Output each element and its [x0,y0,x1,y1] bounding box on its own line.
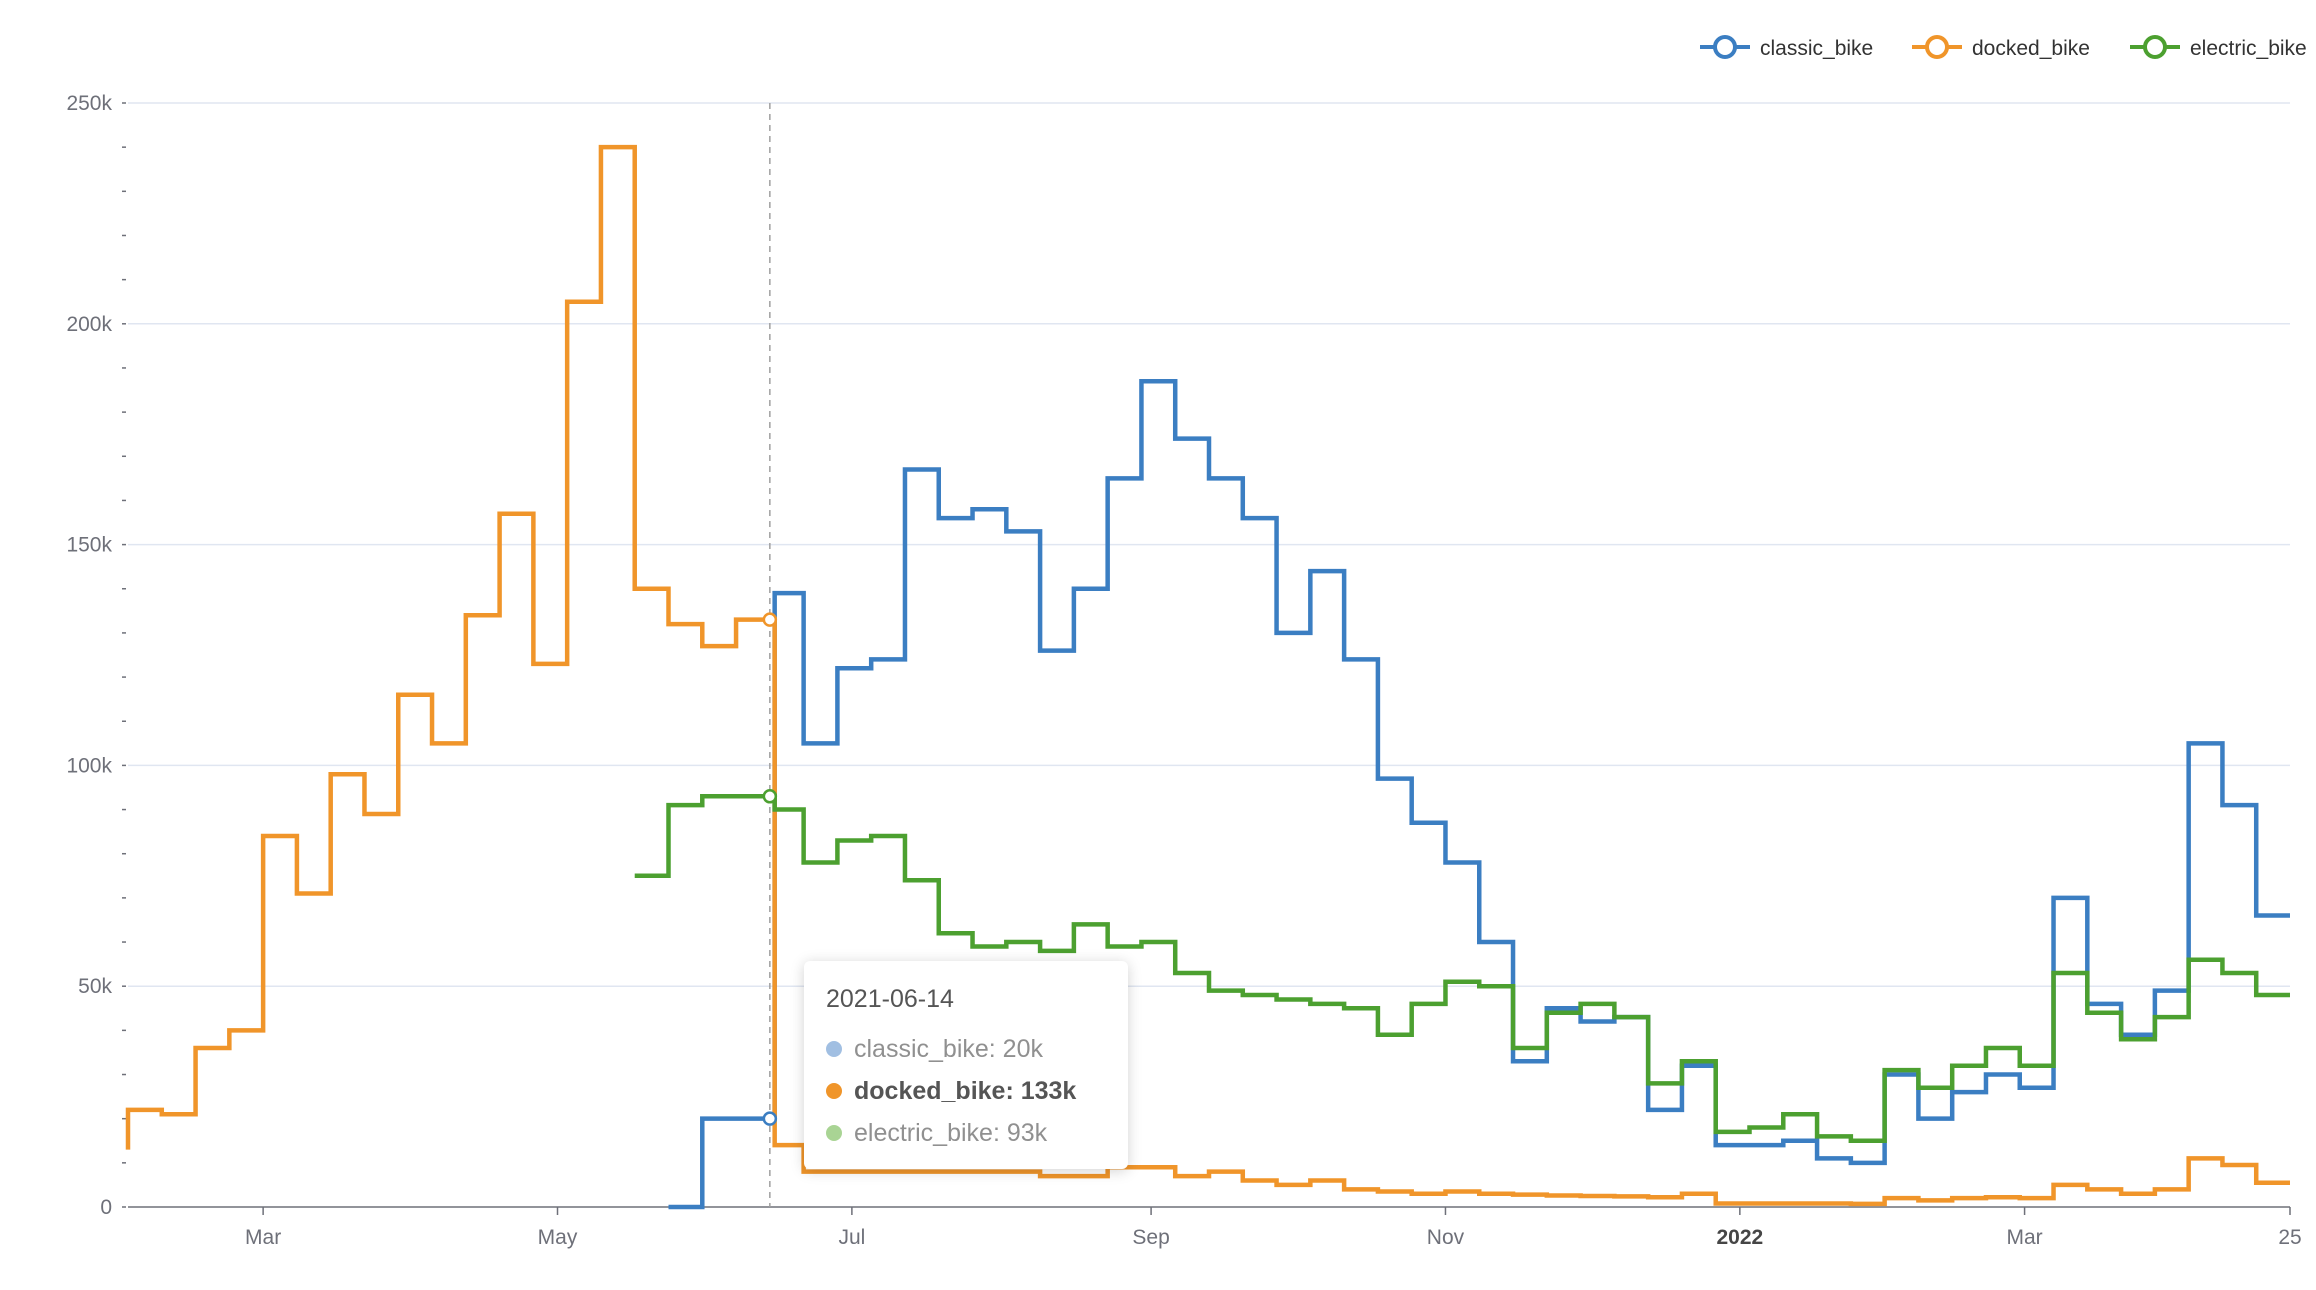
series-lines[interactable] [125,144,2291,1210]
legend-circle-icon [2143,35,2167,59]
series-line-classic-bike[interactable] [668,378,2291,1210]
legend-item-docked-bike[interactable]: docked_bike [1912,35,2090,60]
hover-marker-docked-bike [762,612,778,627]
tooltip-label-electric-bike: electric_bike: 93k [854,1118,1048,1147]
x-tick-label: Sep [1132,1226,1169,1249]
x-tick-label: 2022 [1716,1226,1763,1249]
grid-lines [128,102,2290,987]
y-tick-label: 0 [100,1196,112,1219]
x-tick-label: Mar [245,1226,281,1249]
legend-label: classic_bike [1760,37,1873,60]
tooltip: 2021-06-14 classic_bike: 20k docked_bike… [804,961,1128,1169]
y-tick-label: 150k [66,534,112,557]
series-line-docked-bike[interactable] [125,144,2290,1207]
tooltip-label-docked-bike: docked_bike: 133k [854,1076,1077,1105]
y-tick-label: 250k [66,92,112,115]
tooltip-row-electric-bike: electric_bike: 93k [826,1112,1106,1154]
tooltip-row-classic-bike: classic_bike: 20k [826,1028,1106,1070]
tooltip-title: 2021-06-14 [826,985,954,1013]
tooltip-dot-electric-bike-icon [826,1125,842,1141]
tooltip-dot-classic-bike-icon [826,1041,842,1057]
legend-label: electric_bike [2190,37,2307,60]
x-tick-label: Nov [1427,1226,1465,1249]
legend-label: docked_bike [1972,37,2090,60]
hover-markers [762,612,778,1126]
x-tick-label: May [538,1226,578,1249]
tooltip-row-docked-bike: docked_bike: 133k [826,1070,1106,1112]
y-tick-label: 50k [78,975,112,998]
series-line-electric-bike[interactable] [634,794,2290,1144]
x-tick-label: Mar [2006,1226,2042,1249]
tooltip-label-classic-bike: classic_bike: 20k [854,1034,1043,1063]
tooltip-dot-docked-bike-icon [826,1083,842,1099]
legend-circle-icon [1713,35,1737,59]
y-axis-ticks: 0 50k 100k 150k 200k 250k [66,92,126,1219]
y-tick-label: 100k [66,754,112,777]
y-tick-label: 200k [66,313,112,336]
hover-marker-electric-bike [762,789,778,804]
legend[interactable]: classic_bike docked_bike electric_bike [1700,35,2307,60]
legend-circle-icon [1925,35,1949,59]
hover-marker-classic-bike [762,1111,778,1126]
legend-item-electric-bike[interactable]: electric_bike [2130,35,2307,60]
x-axis-ticks: Mar May Jul Sep Nov 2022 Mar 25 [245,1207,2302,1249]
x-tick-label: 25 [2278,1226,2301,1249]
legend-item-classic-bike[interactable]: classic_bike [1700,35,1873,60]
x-tick-label: Jul [838,1226,865,1249]
